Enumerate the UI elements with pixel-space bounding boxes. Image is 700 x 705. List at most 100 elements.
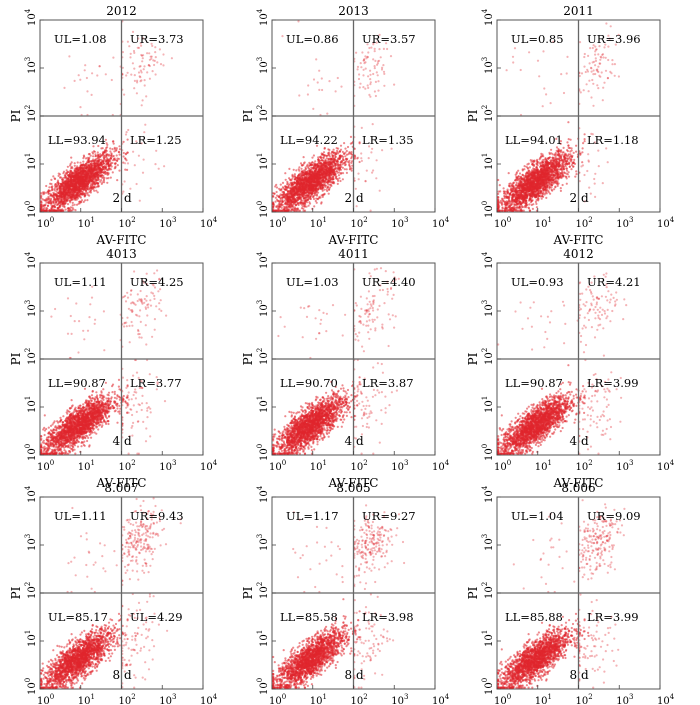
y-tick-label: 100 [481,201,495,218]
x-tick-label: 101 [78,216,95,230]
x-tick-label: 102 [576,693,593,705]
x-tick-label: 101 [78,459,95,473]
plot-title: 4013 [106,247,137,261]
plot-title: 8.006 [561,481,595,495]
flow-plot-7: 1001001011011021021031031041048.007AV-FI… [9,481,218,705]
plot-title: 8.007 [104,481,138,495]
flow-cytometry-panel-grid: 100100101101102102103103104104 2012AV-FIT… [0,0,700,705]
y-axis-label: PI [241,352,255,365]
y-tick-label: 100 [24,444,38,461]
plot-title: 4012 [563,247,594,261]
day-annotation: 4 d [570,434,589,448]
quadrant-ur-label: UR=9.43 [130,509,184,523]
x-tick-label: 104 [657,459,675,473]
x-tick-label: 103 [616,459,633,473]
y-tick-label: 103 [24,534,38,551]
y-tick-label: 101 [256,630,270,647]
x-tick-label: 100 [269,216,286,230]
quadrant-ur-label: UR=9.27 [362,509,416,523]
x-tick-label: 103 [391,459,408,473]
y-tick-label: 104 [481,485,495,503]
y-tick-label: 101 [24,630,38,647]
y-tick-label: 101 [481,630,495,647]
y-tick-label: 103 [24,57,38,74]
quadrant-ur-label: UR=3.57 [362,32,416,46]
y-axis-label: PI [9,352,23,365]
y-tick-label: 102 [481,105,495,122]
quadrant-ul-label: UL=1.11 [54,275,107,289]
day-annotation: 4 d [113,434,132,448]
x-tick-label: 102 [351,459,368,473]
quadrant-ul-label: UL=1.11 [54,509,107,523]
y-axis-label: PI [241,109,255,122]
quadrant-ul-label: UL=1.08 [54,32,107,46]
quadrant-ul-label: UL=0.86 [286,32,339,46]
x-tick-label: 100 [37,459,54,473]
quadrant-ur-label: UR=3.73 [130,32,184,46]
x-axis-label: AV-FITC [96,233,147,247]
quadrant-ll-label: LL=85.58 [280,610,338,624]
quadrant-ll-label: LL=93.94 [48,133,106,147]
x-tick-label: 104 [200,216,218,230]
quadrant-ur-label: UR=9.09 [587,509,641,523]
quadrant-ll-label: LL=94.22 [280,133,338,147]
y-tick-label: 102 [24,348,38,365]
x-tick-label: 104 [657,216,675,230]
y-tick-label: 102 [24,105,38,122]
y-tick-label: 103 [256,57,270,74]
x-tick-label: 104 [432,693,450,705]
x-tick-label: 103 [159,459,176,473]
y-axis-label: PI [466,109,480,122]
y-tick-label: 104 [24,485,38,503]
y-tick-label: 100 [256,201,270,218]
y-tick-label: 103 [256,300,270,317]
y-axis-label: PI [466,586,480,599]
x-tick-label: 102 [119,693,136,705]
quadrant-lr-label: UL=4.29 [130,610,183,624]
y-tick-label: 104 [24,8,38,26]
x-tick-label: 101 [310,693,327,705]
x-tick-label: 104 [200,693,218,705]
quadrant-ul-label: UL=1.17 [286,509,339,523]
y-tick-label: 101 [256,153,270,170]
x-tick-label: 101 [310,459,327,473]
quadrant-lr-label: LR=3.99 [587,376,639,390]
x-tick-label: 101 [535,693,552,705]
quadrant-ul-label: UL=0.85 [511,32,564,46]
quadrant-lr-label: LR=3.87 [362,376,414,390]
y-tick-label: 104 [256,251,270,269]
day-annotation: 4 d [345,434,364,448]
y-tick-label: 104 [256,8,270,26]
x-tick-label: 102 [119,216,136,230]
y-tick-label: 101 [256,396,270,413]
x-tick-label: 100 [269,459,286,473]
x-tick-label: 100 [494,459,511,473]
y-tick-label: 103 [24,300,38,317]
y-tick-label: 103 [481,57,495,74]
x-tick-label: 103 [391,693,408,705]
y-tick-label: 100 [256,678,270,695]
y-tick-label: 102 [481,348,495,365]
quadrant-ul-label: UL=0.93 [511,275,564,289]
x-tick-label: 102 [351,216,368,230]
day-annotation: 8 d [113,668,132,682]
x-tick-label: 100 [494,693,511,705]
quadrant-lr-label: LR=1.18 [587,133,639,147]
x-tick-label: 101 [535,459,552,473]
y-axis-label: PI [9,109,23,122]
x-tick-label: 103 [159,693,176,705]
plot-title: 2013 [338,4,369,18]
x-tick-label: 100 [37,693,54,705]
quadrant-lr-label: LR=1.25 [130,133,182,147]
quadrant-lr-label: LR=3.77 [130,376,182,390]
x-tick-label: 102 [119,459,136,473]
y-tick-label: 100 [24,201,38,218]
y-tick-label: 100 [481,678,495,695]
quadrant-ur-label: UR=4.40 [362,275,416,289]
quadrant-ul-label: UL=1.04 [511,509,564,523]
quadrant-ll-label: LL=90.87 [48,376,106,390]
